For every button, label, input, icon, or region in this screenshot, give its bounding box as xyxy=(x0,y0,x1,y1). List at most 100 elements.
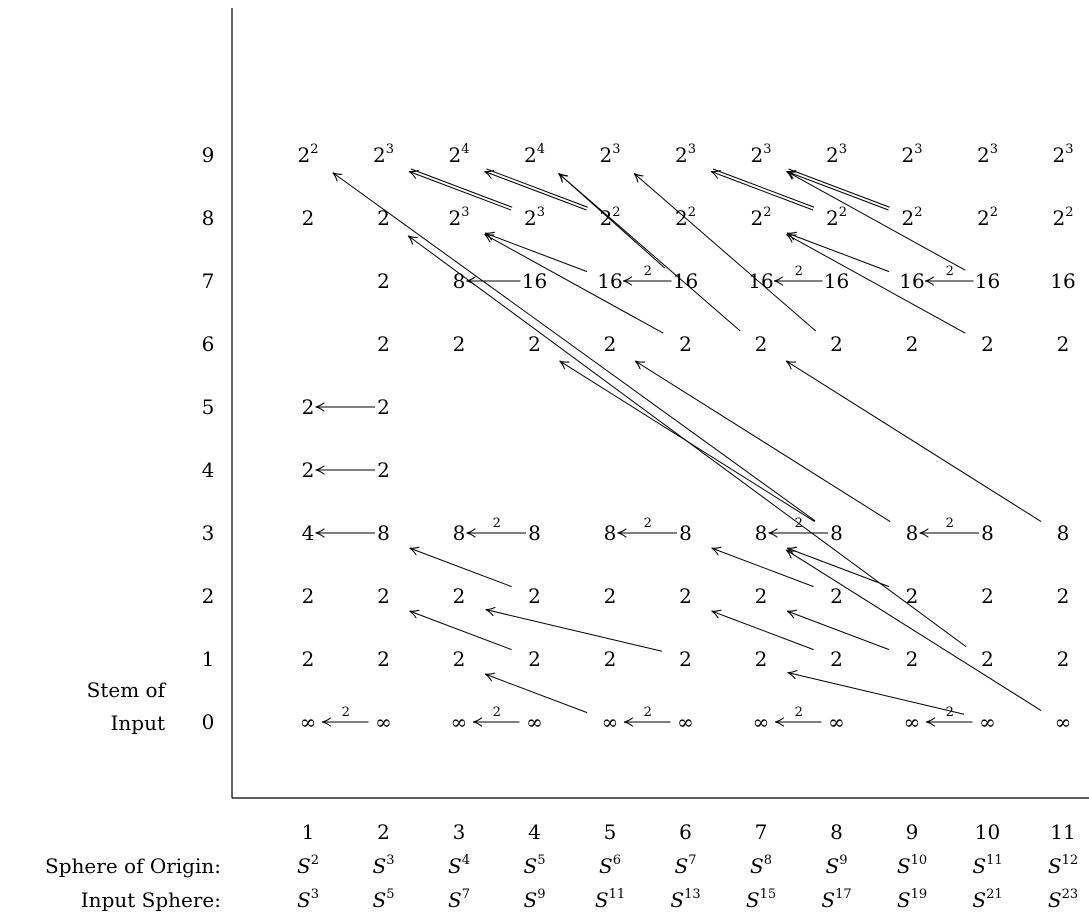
entry-col8-stem9: 23 xyxy=(826,142,847,167)
entry-col10-stem2: 2 xyxy=(981,584,994,608)
diagonal-arrow-8-8-to-6-9 xyxy=(712,172,814,211)
stem-tick-label: 7 xyxy=(202,269,215,293)
input-sphere-base: S xyxy=(524,888,538,912)
entry-value: 2 xyxy=(830,647,843,671)
entry-value: ∞ xyxy=(904,710,921,734)
sphere-of-origin-base: S xyxy=(972,854,986,878)
entry-col7-stem8: 22 xyxy=(750,205,771,230)
entry-col6-stem1: 2 xyxy=(679,647,692,671)
entry-col1-stem0: ∞ xyxy=(300,710,317,734)
sphere-of-origin-exponent: 3 xyxy=(386,853,394,868)
sphere-of-origin-exponent: 8 xyxy=(764,853,772,868)
stem-tick-label: 8 xyxy=(202,206,215,230)
entry-col10-stem1: 2 xyxy=(981,647,994,671)
arrow-label: 2 xyxy=(946,516,954,531)
input-sphere-exponent: 23 xyxy=(1062,887,1079,902)
entry-value: 2 xyxy=(750,143,763,167)
stem-tick-label: 3 xyxy=(202,521,215,545)
diagonal-arrow-5-0-to-3-1 xyxy=(486,674,588,714)
entry-value: 2 xyxy=(448,206,461,230)
entries-layer: ∞ ∞ ∞ ∞ ∞ ∞ ∞ ∞ ∞ ∞ ∞2 2 2 2 2 2 2 2 2 2 22 2 2 2 2 2 2 2 2 2 24 8 8 8 8 8 8… xyxy=(297,142,1075,734)
stem-tick-label: 2 xyxy=(202,584,215,608)
input-sphere-label: S5 xyxy=(373,887,395,912)
sphere-of-origin-base: S xyxy=(750,854,764,878)
axes-labels-layer: 01234567891S2S32S3S53S4S74S5S95S6S116S7S… xyxy=(202,143,1078,912)
sphere-of-origin-label: S4 xyxy=(448,853,470,878)
sphere-of-origin-base: S xyxy=(826,854,840,878)
entry-value: 2 xyxy=(453,332,466,356)
stem-axis-caption-line2: Input xyxy=(110,711,165,735)
entry-value: 2 xyxy=(377,458,390,482)
entry-col8-stem1: 2 xyxy=(830,647,843,671)
entry-col5-stem9: 23 xyxy=(599,142,620,167)
entry-value: 2 xyxy=(679,332,692,356)
stem-tick-label: 5 xyxy=(202,395,215,419)
column-tick-label: 3 xyxy=(453,820,466,844)
diagonal-arrow-4-1-to-2-2 xyxy=(410,611,512,651)
input-sphere-base: S xyxy=(972,888,986,912)
entry-col2-stem6: 2 xyxy=(377,332,390,356)
entry-col6-stem7: 16 xyxy=(673,269,698,293)
sphere-of-origin-label: S9 xyxy=(826,853,848,878)
entry-col6-stem0: ∞ xyxy=(677,710,694,734)
entry-value: 2 xyxy=(981,332,994,356)
entry-col2-stem7: 2 xyxy=(377,269,390,293)
diagonal-arrow-11-3-to-7-6 xyxy=(787,361,1042,522)
entry-col2-stem8: 2 xyxy=(377,206,390,230)
entry-col1-stem8: 2 xyxy=(302,206,315,230)
entry-value: 2 xyxy=(377,395,390,419)
entry-value: ∞ xyxy=(526,710,543,734)
entry-value: 8 xyxy=(906,521,919,545)
diagonal-arrow-7-6-to-4-9 xyxy=(559,174,741,332)
entry-value: 2 xyxy=(830,332,843,356)
entry-col3-stem6: 2 xyxy=(453,332,466,356)
entry-col10-stem3: 8 xyxy=(981,521,994,545)
entry-value: 2 xyxy=(1052,143,1065,167)
column-tick-label: 2 xyxy=(377,820,390,844)
column-tick-label: 7 xyxy=(755,820,768,844)
column-tick-label: 4 xyxy=(528,820,541,844)
entry-value: 2 xyxy=(453,647,466,671)
entry-col4-stem3: 8 xyxy=(528,521,541,545)
diagonal-arrow-4-2-to-2-3 xyxy=(410,548,512,588)
sphere-of-origin-label: S7 xyxy=(675,853,697,878)
entry-col2-stem5: 2 xyxy=(377,395,390,419)
entry-col3-stem9: 24 xyxy=(448,142,469,167)
entry-exponent: 3 xyxy=(461,205,469,220)
sphere-of-origin-base: S xyxy=(373,854,387,878)
entry-value: 2 xyxy=(604,332,617,356)
entry-value: 2 xyxy=(524,143,537,167)
entry-col3-stem8: 23 xyxy=(448,205,469,230)
sphere-of-origin-exponent: 2 xyxy=(311,853,319,868)
sphere-of-origin-base: S xyxy=(599,854,613,878)
diagonal-arrow-8-2-to-6-3 xyxy=(712,548,814,588)
entry-col10-stem8: 22 xyxy=(977,205,998,230)
entry-value: 2 xyxy=(377,584,390,608)
stem-tick-label: 6 xyxy=(202,332,215,356)
entry-col9-stem0: ∞ xyxy=(904,710,921,734)
diagonal-arrow-9-8-to-7-9 xyxy=(788,168,890,208)
diagonal-arrow-9-3-to-5-6 xyxy=(636,361,891,522)
entry-exponent: 3 xyxy=(763,142,771,157)
input-sphere-base: S xyxy=(595,888,609,912)
input-sphere-label: S19 xyxy=(897,887,927,912)
sphere-of-origin-exponent: 5 xyxy=(537,853,545,868)
entry-exponent: 3 xyxy=(914,142,922,157)
entry-value: 2 xyxy=(377,647,390,671)
arrow-label: 2 xyxy=(493,516,501,531)
input-sphere-exponent: 15 xyxy=(760,887,777,902)
entry-exponent: 3 xyxy=(990,142,998,157)
entry-value: 8 xyxy=(453,269,466,293)
entry-col1-stem2: 2 xyxy=(302,584,315,608)
diagonal-arrow-10-6-to-7-8 xyxy=(787,235,966,334)
entry-col8-stem8: 22 xyxy=(826,205,847,230)
entry-col6-stem8: 22 xyxy=(675,205,696,230)
input-sphere-base: S xyxy=(670,888,684,912)
entry-value: 2 xyxy=(377,269,390,293)
entry-value: 2 xyxy=(528,332,541,356)
entry-exponent: 2 xyxy=(839,205,847,220)
entry-col3-stem3: 8 xyxy=(453,521,466,545)
entry-value: 2 xyxy=(679,584,692,608)
arrows-layer: 2 2 2 2 22 2 2 22 2 2 xyxy=(317,168,1042,722)
entry-value: ∞ xyxy=(828,710,845,734)
